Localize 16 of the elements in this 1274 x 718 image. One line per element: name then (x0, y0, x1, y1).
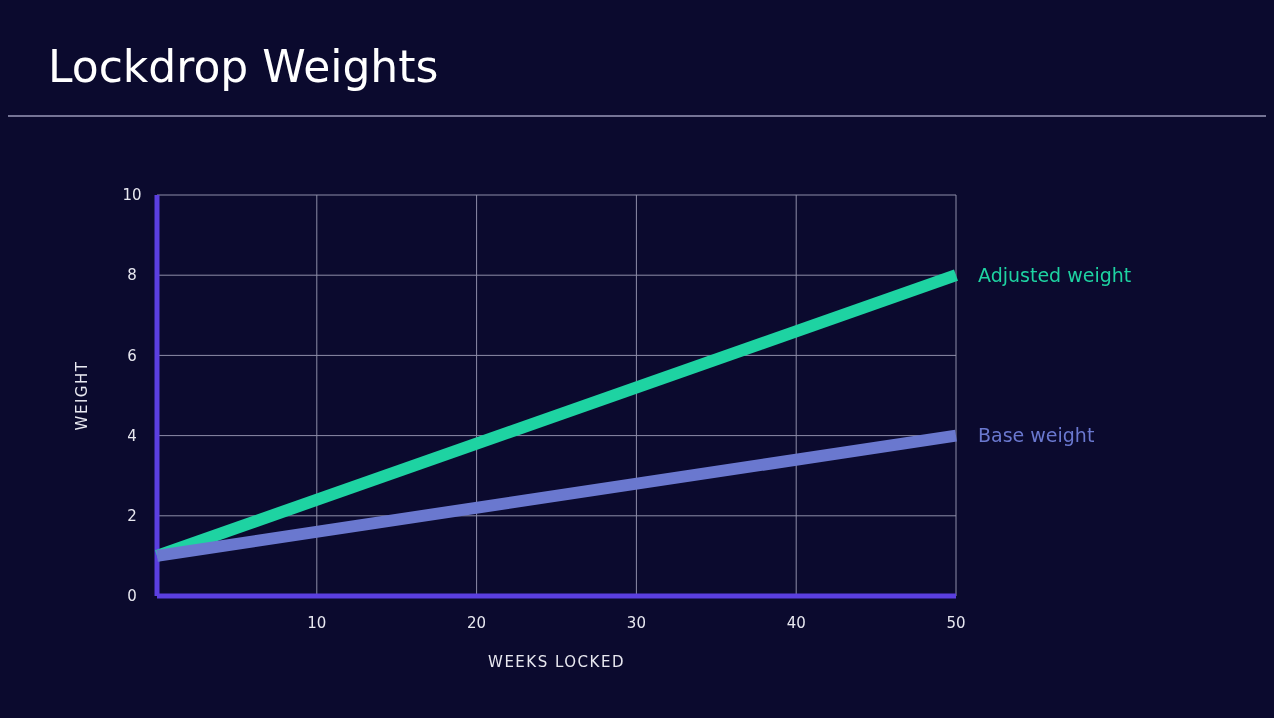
chart-title: Lockdrop Weights (48, 41, 439, 92)
y-tick-label: 0 (127, 587, 137, 606)
x-tick-label: 20 (467, 614, 487, 632)
y-tick-label: 10 (122, 186, 142, 205)
series-label: Base weight (978, 424, 1095, 447)
x-tick-label: 10 (307, 614, 327, 632)
y-tick-label: 6 (127, 346, 137, 365)
x-tick-label: 40 (786, 614, 806, 632)
x-tick-label: 50 (946, 614, 966, 632)
y-tick-label: 2 (127, 507, 137, 526)
y-axis-title: WEIGHT (73, 360, 91, 431)
y-tick-label: 8 (127, 266, 137, 285)
x-tick-label: 30 (626, 614, 646, 632)
series-label: Adjusted weight (978, 263, 1132, 286)
x-axis-title: WEEKS LOCKED (488, 653, 625, 671)
y-tick-label: 4 (127, 426, 137, 445)
